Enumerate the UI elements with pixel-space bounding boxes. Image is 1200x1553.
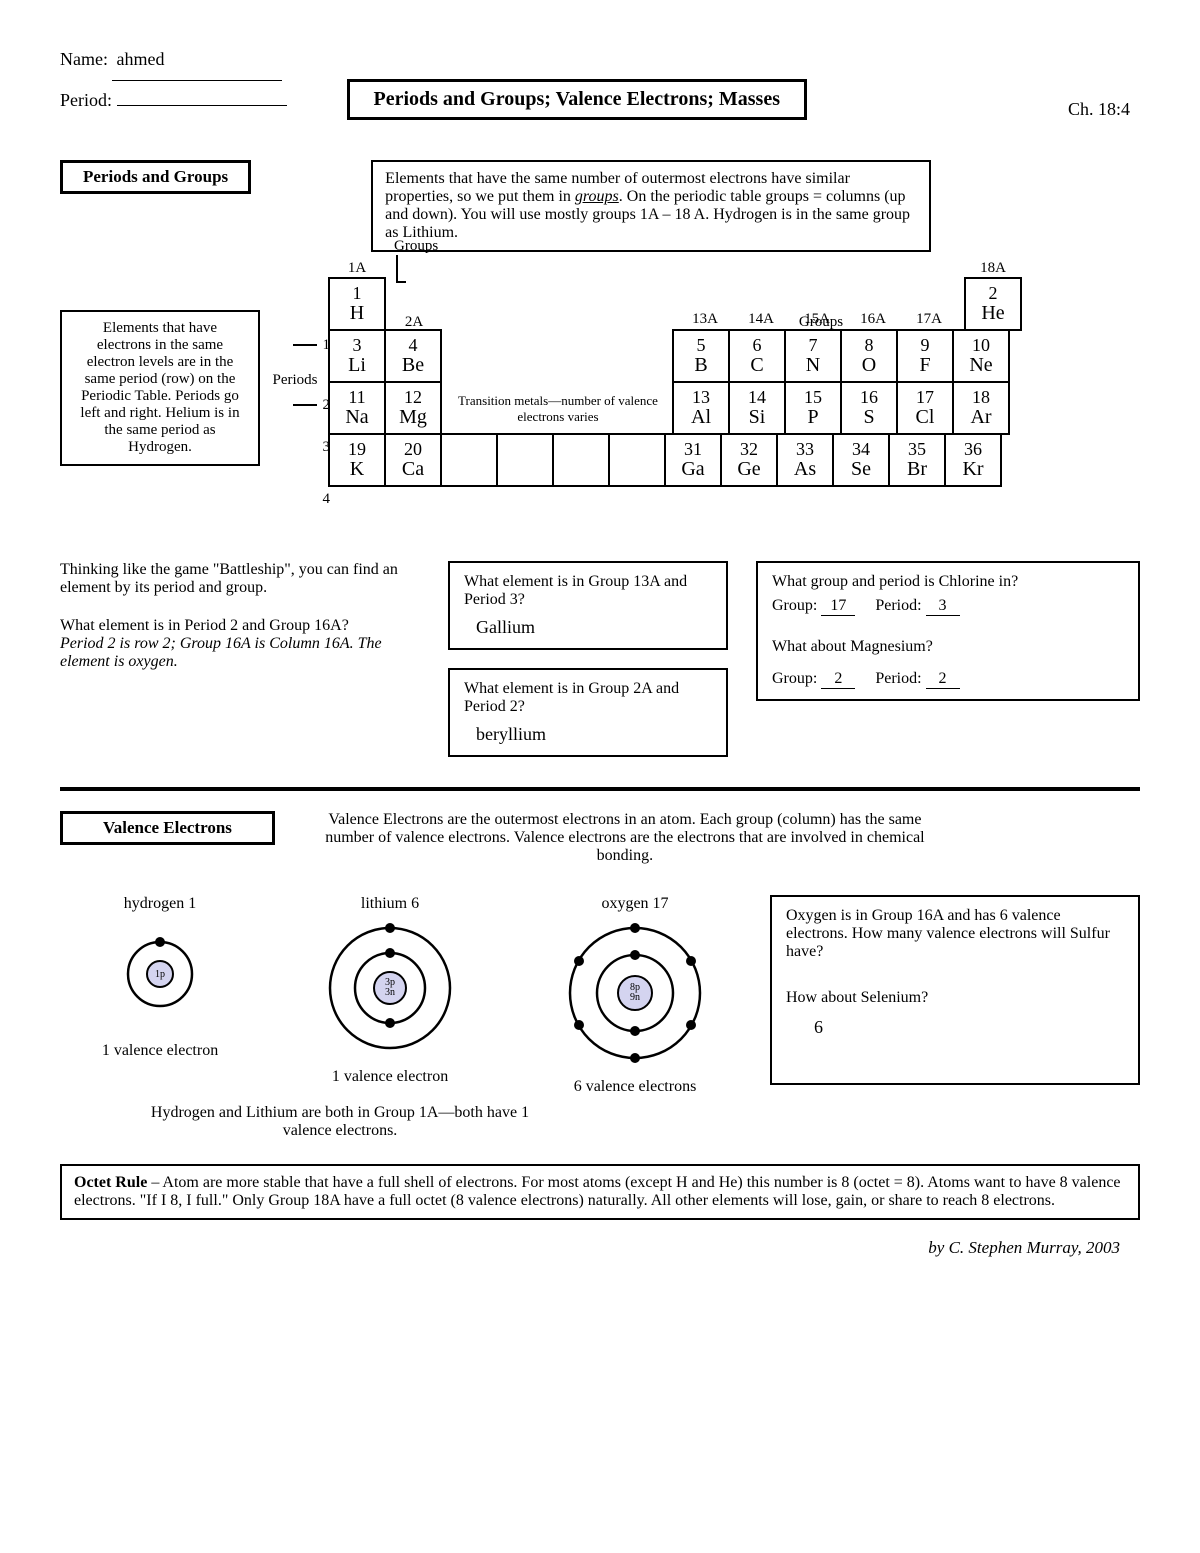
octet-rule-box: Octet Rule – Atom are more stable that h… bbox=[60, 1164, 1140, 1220]
g14a-label: 14A bbox=[732, 311, 790, 328]
cell-Br: 35Br bbox=[888, 433, 946, 487]
cell-Si: 14Si bbox=[728, 381, 786, 435]
q1-answer[interactable]: Gallium bbox=[464, 609, 712, 638]
cell-Se: 34Se bbox=[832, 433, 890, 487]
g16a-label: 16A bbox=[844, 311, 902, 328]
period-4-label: 4 bbox=[323, 491, 331, 508]
g1a-label: 1A bbox=[328, 260, 386, 277]
section2-label: Valence Electrons bbox=[60, 811, 275, 845]
q4-period[interactable]: 2 bbox=[926, 670, 960, 689]
cell-H: 1H bbox=[328, 277, 386, 331]
g18a-label: 18A bbox=[964, 260, 1022, 277]
groups-definition-box: Elements that have the same number of ou… bbox=[371, 160, 931, 252]
selenium-answer[interactable]: 6 bbox=[786, 1007, 1124, 1038]
cell-B: 5B bbox=[672, 329, 730, 383]
g13a-label: 13A bbox=[676, 311, 734, 328]
period-label: Period: bbox=[60, 90, 112, 110]
cell-Ne: 10Ne bbox=[952, 329, 1010, 383]
cell-Li: 3Li bbox=[328, 329, 386, 383]
name-label: Name: bbox=[60, 49, 108, 69]
g15a-label: 15A bbox=[788, 311, 846, 328]
cell-N: 7N bbox=[784, 329, 842, 383]
cell-K: 19K bbox=[328, 433, 386, 487]
cell-P: 15P bbox=[784, 381, 842, 435]
bohr-oxygen: oxygen 17 8p 9n 6 valence electrons bbox=[520, 895, 750, 1096]
cell-C: 6C bbox=[728, 329, 786, 383]
cell-Mg: 12Mg bbox=[384, 381, 442, 435]
chapter-label: Ch. 18:4 bbox=[1068, 99, 1140, 120]
svg-text:9n: 9n bbox=[630, 992, 640, 1003]
cell-empty bbox=[608, 433, 666, 487]
q4-group[interactable]: 2 bbox=[821, 670, 855, 689]
page-title: Periods and Groups; Valence Electrons; M… bbox=[347, 79, 808, 120]
section-valence: Valence Electrons Valence Electrons are … bbox=[60, 811, 1140, 1140]
groups-word: Groups bbox=[394, 238, 438, 283]
svg-text:1p: 1p bbox=[155, 969, 165, 980]
cell-empty bbox=[496, 433, 554, 487]
cell-S: 16S bbox=[840, 381, 898, 435]
cell-Kr: 36Kr bbox=[944, 433, 1002, 487]
q34-box: What group and period is Chlorine in? Gr… bbox=[756, 561, 1140, 701]
bohr-lithium: lithium 6 3p 3n 1 valence electron bbox=[280, 895, 500, 1086]
cell-Ga: 31Ga bbox=[664, 433, 722, 487]
transition-note: Transition metals—number of valence elec… bbox=[442, 383, 674, 435]
cell-Na: 11Na bbox=[328, 381, 386, 435]
q2-answer[interactable]: beryllium bbox=[464, 716, 712, 745]
q2-box: What element is in Group 2A and Period 2… bbox=[448, 668, 728, 757]
cell-He: 2He bbox=[964, 277, 1022, 331]
group1a-note: Hydrogen and Lithium are both in Group 1… bbox=[130, 1104, 550, 1140]
cell-Ca: 20Ca bbox=[384, 433, 442, 487]
section-periods-groups: Periods and Groups Elements that have th… bbox=[60, 160, 1140, 757]
cell-F: 9F bbox=[896, 329, 954, 383]
periods-definition-box: Elements that have electrons in the same… bbox=[60, 310, 260, 466]
valence-intro: Valence Electrons are the outermost elec… bbox=[315, 811, 935, 865]
q3-group[interactable]: 17 bbox=[821, 597, 855, 616]
cell-Cl: 17Cl bbox=[896, 381, 954, 435]
svg-text:3n: 3n bbox=[385, 987, 395, 998]
cell-empty bbox=[440, 433, 498, 487]
bohr-hydrogen: hydrogen 1 1p 1 valence electron bbox=[60, 895, 260, 1060]
cell-Ar: 18Ar bbox=[952, 381, 1010, 435]
q3-period[interactable]: 3 bbox=[926, 597, 960, 616]
periods-word: Periods bbox=[260, 372, 330, 389]
header: Name: ahmed Period: Periods and Groups; … bbox=[60, 40, 1140, 120]
valence-q-box: Oxygen is in Group 16A and has 6 valence… bbox=[770, 895, 1140, 1085]
g17a-label: 17A bbox=[900, 311, 958, 328]
cell-As: 33As bbox=[776, 433, 834, 487]
cell-empty bbox=[552, 433, 610, 487]
period-field[interactable] bbox=[117, 105, 287, 106]
section1-label: Periods and Groups bbox=[60, 160, 251, 194]
cell-Al: 13Al bbox=[672, 381, 730, 435]
q1-box: What element is in Group 13A and Period … bbox=[448, 561, 728, 650]
battleship-block: Thinking like the game "Battleship", you… bbox=[60, 561, 420, 671]
name-field[interactable]: ahmed bbox=[112, 40, 282, 81]
credit: by C. Stephen Murray, 2003 bbox=[60, 1238, 1140, 1258]
cell-O: 8O bbox=[840, 329, 898, 383]
cell-Ge: 32Ge bbox=[720, 433, 778, 487]
divider bbox=[60, 787, 1140, 791]
cell-Be: 4Be bbox=[384, 329, 442, 383]
